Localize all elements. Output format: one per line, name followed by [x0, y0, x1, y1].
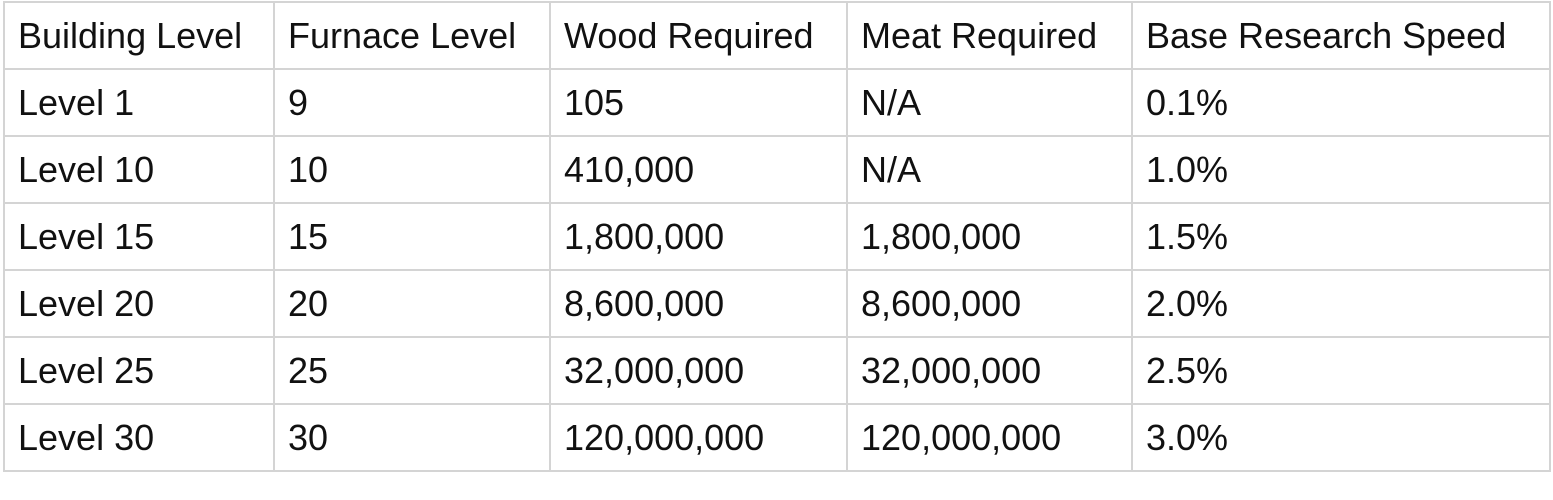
cell-research-speed: 2.0%: [1131, 269, 1551, 338]
cell-wood-required: 8,600,000: [549, 269, 848, 338]
cell-building-level: Level 30: [3, 403, 275, 472]
cell-research-speed: 1.0%: [1131, 135, 1551, 204]
cell-meat-required: N/A: [846, 135, 1133, 204]
cell-furnace-level: 10: [273, 135, 551, 204]
header-furnace-level: Furnace Level: [273, 1, 551, 70]
cell-meat-required: 32,000,000: [846, 336, 1133, 405]
cell-building-level: Level 20: [3, 269, 275, 338]
table-row: Level 30 30 120,000,000 120,000,000 3.0%: [3, 403, 1551, 472]
header-building-level: Building Level: [3, 1, 275, 70]
research-speed-table: Building Level Furnace Level Wood Requir…: [3, 1, 1551, 472]
table-row: Level 20 20 8,600,000 8,600,000 2.0%: [3, 269, 1551, 338]
header-row: Building Level Furnace Level Wood Requir…: [3, 1, 1551, 70]
cell-wood-required: 32,000,000: [549, 336, 848, 405]
cell-wood-required: 120,000,000: [549, 403, 848, 472]
cell-meat-required: 120,000,000: [846, 403, 1133, 472]
cell-furnace-level: 15: [273, 202, 551, 271]
cell-wood-required: 105: [549, 68, 848, 137]
table-row: Level 10 10 410,000 N/A 1.0%: [3, 135, 1551, 204]
cell-research-speed: 1.5%: [1131, 202, 1551, 271]
cell-research-speed: 0.1%: [1131, 68, 1551, 137]
cell-meat-required: 1,800,000: [846, 202, 1133, 271]
table-row: Level 15 15 1,800,000 1,800,000 1.5%: [3, 202, 1551, 271]
cell-furnace-level: 20: [273, 269, 551, 338]
cell-wood-required: 1,800,000: [549, 202, 848, 271]
cell-meat-required: N/A: [846, 68, 1133, 137]
cell-building-level: Level 1: [3, 68, 275, 137]
cell-furnace-level: 25: [273, 336, 551, 405]
table-row: Level 1 9 105 N/A 0.1%: [3, 68, 1551, 137]
cell-furnace-level: 30: [273, 403, 551, 472]
cell-meat-required: 8,600,000: [846, 269, 1133, 338]
cell-furnace-level: 9: [273, 68, 551, 137]
cell-building-level: Level 10: [3, 135, 275, 204]
header-base-research-speed: Base Research Speed: [1131, 1, 1551, 70]
cell-building-level: Level 15: [3, 202, 275, 271]
header-wood-required: Wood Required: [549, 1, 848, 70]
cell-building-level: Level 25: [3, 336, 275, 405]
cell-wood-required: 410,000: [549, 135, 848, 204]
cell-research-speed: 3.0%: [1131, 403, 1551, 472]
header-meat-required: Meat Required: [846, 1, 1133, 70]
cell-research-speed: 2.5%: [1131, 336, 1551, 405]
table-row: Level 25 25 32,000,000 32,000,000 2.5%: [3, 336, 1551, 405]
